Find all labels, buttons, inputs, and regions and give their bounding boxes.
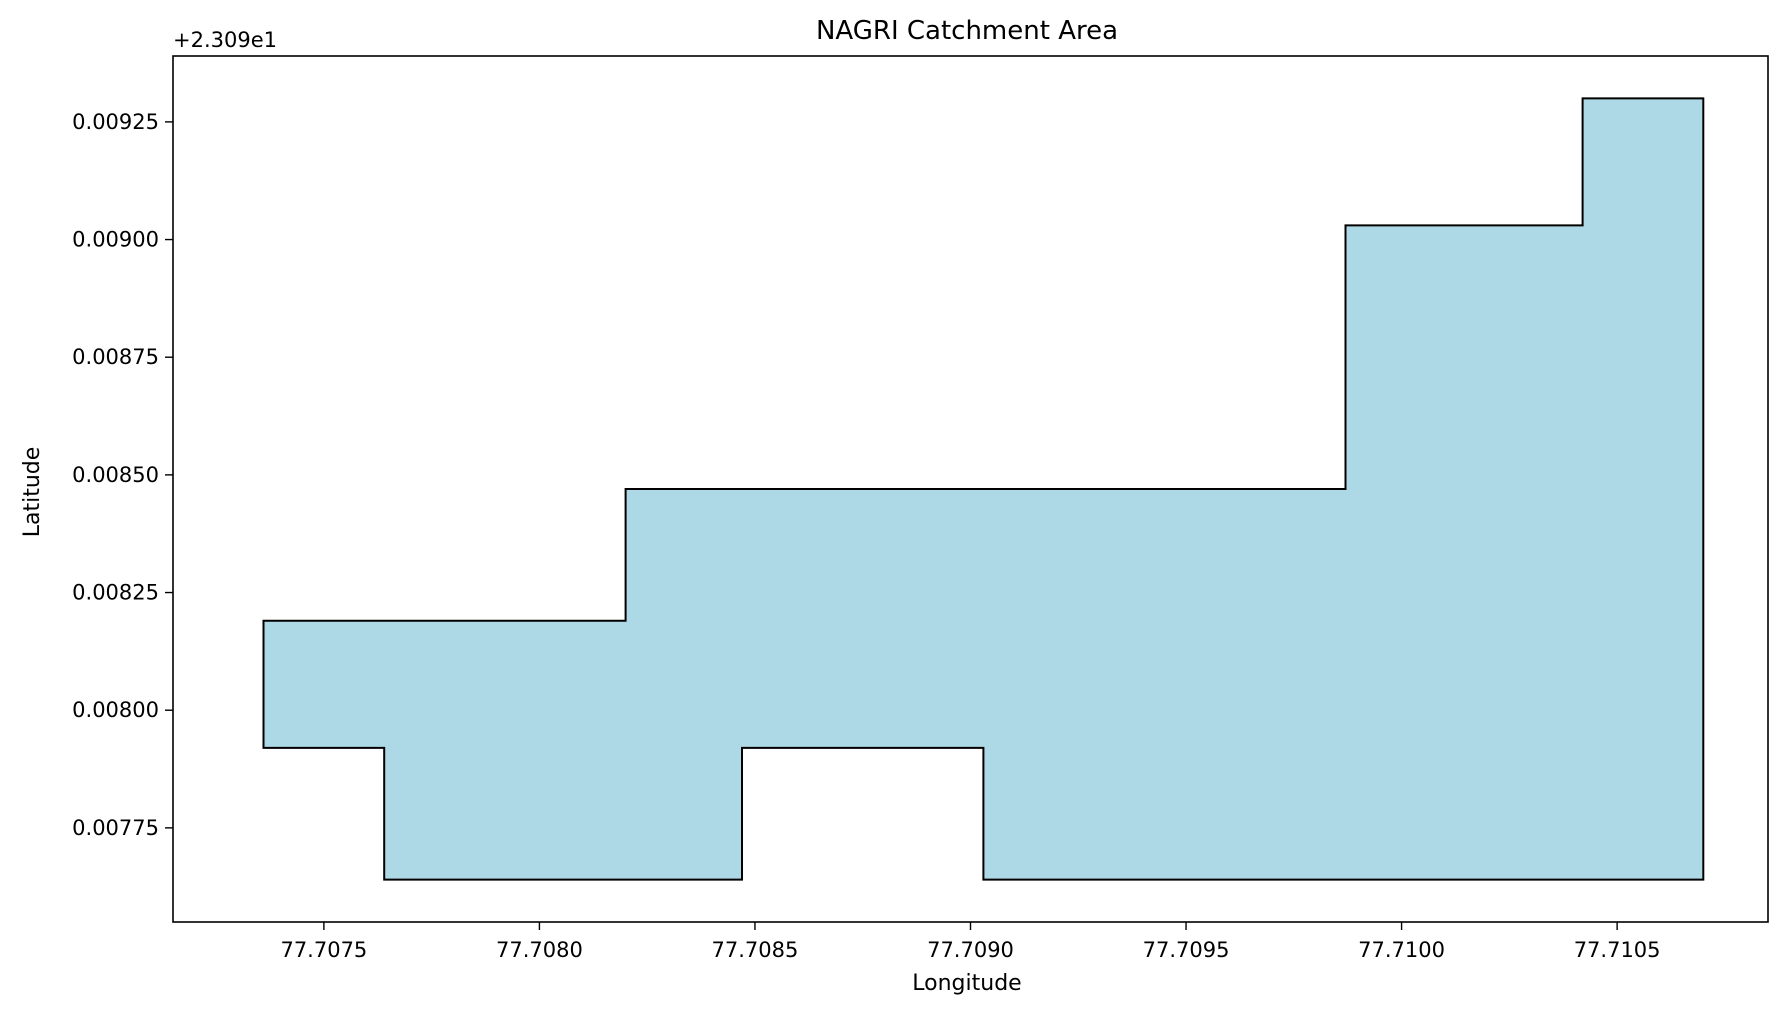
y-tick-label: 0.00925 (72, 110, 159, 134)
x-tick-label: 77.7095 (1143, 938, 1230, 962)
x-axis-label: Longitude (912, 971, 1021, 996)
x-axis-ticks: 77.7075 77.7080 77.7085 77.7090 77.7095 77.71… (280, 922, 1661, 962)
x-tick-label: 77.7100 (1358, 938, 1445, 962)
y-tick-label: 0.00800 (72, 698, 159, 722)
y-tick-label: 0.00825 (72, 581, 159, 605)
y-tick-label: 0.00850 (72, 463, 159, 487)
y-axis-label: Latitude (20, 447, 45, 538)
y-tick-label: 0.00900 (72, 228, 159, 252)
x-tick-label: 77.7075 (280, 938, 367, 962)
y-tick-label: 0.00775 (72, 816, 159, 840)
plot-area (262, 97, 1705, 881)
x-tick-label: 77.7105 (1574, 938, 1661, 962)
x-tick-label: 77.7085 (712, 938, 799, 962)
x-tick-label: 77.7080 (496, 938, 583, 962)
y-axis-offset-label: +2.309e1 (173, 28, 277, 52)
x-tick-label: 77.7090 (927, 938, 1014, 962)
y-tick-label: 0.00875 (72, 345, 159, 369)
catchment-polygon (262, 97, 1705, 881)
y-axis-ticks: 0.00775 0.00800 0.00825 0.00850 0.00875 0.009… (72, 110, 173, 840)
chart-title: NAGRI Catchment Area (816, 16, 1118, 46)
